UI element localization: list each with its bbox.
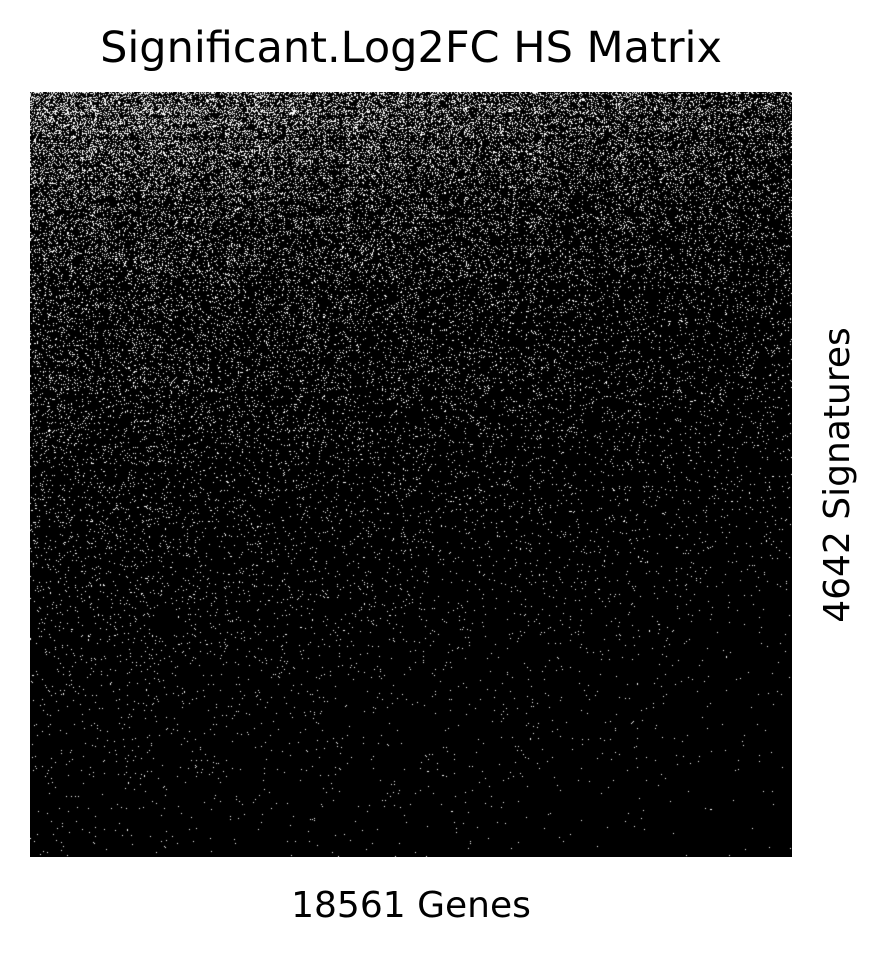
x-axis-label: 18561 Genes (291, 885, 531, 926)
y-axis-label: 4642 Signatures (817, 327, 858, 623)
heatmap-plot-area (30, 92, 792, 857)
chart-title: Significant.Log2FC HS Matrix (100, 23, 722, 73)
heatmap-matrix (30, 92, 792, 857)
